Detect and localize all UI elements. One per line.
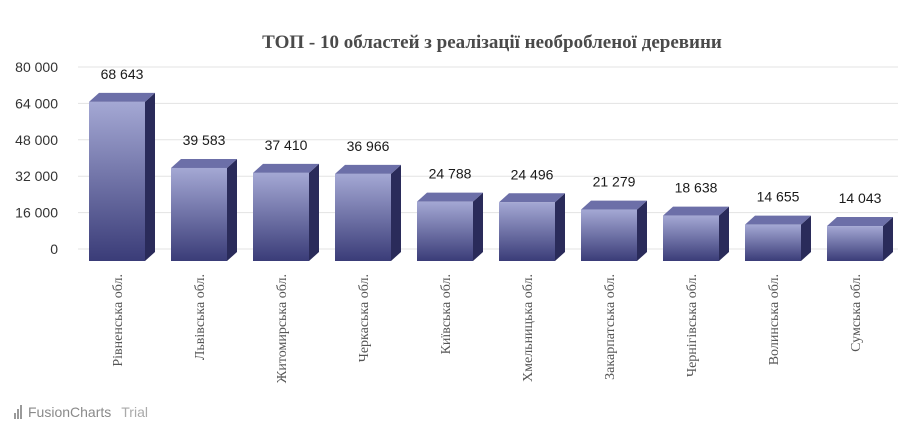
bar-front	[663, 215, 719, 261]
data-label: 14 043	[839, 190, 882, 206]
y-tick-label: 16 000	[15, 205, 58, 221]
bar-side	[227, 158, 237, 261]
data-label: 68 643	[101, 66, 144, 82]
x-tick-label: Черкаська обл.	[357, 274, 372, 362]
x-tick-label: Закарпатська обл.	[603, 274, 618, 380]
data-label: 14 655	[757, 189, 800, 205]
bar-side	[473, 192, 483, 261]
x-tick-label: Чернігівська обл.	[685, 274, 700, 377]
bar	[417, 192, 483, 261]
bar	[827, 217, 893, 261]
chart-title: ТОП - 10 областей з реалізації необробле…	[262, 32, 722, 53]
data-label: 18 638	[675, 180, 718, 196]
x-tick-label: Сумська обл.	[849, 274, 864, 352]
bar-top	[89, 92, 155, 102]
y-tick-label: 32 000	[15, 168, 58, 184]
bar-front	[745, 224, 801, 261]
x-tick-label: Хмельницька обл.	[521, 274, 536, 382]
bar-side	[719, 206, 729, 261]
bar-side	[145, 92, 155, 261]
x-tick-label: Львівська обл.	[193, 274, 208, 360]
bar-front	[253, 172, 309, 261]
bar	[745, 215, 811, 261]
fusioncharts-logo-icon	[14, 405, 22, 419]
bar-top	[253, 163, 319, 173]
data-label: 36 966	[347, 138, 390, 154]
bar-front	[171, 167, 227, 261]
x-tick-label: Київська обл.	[439, 274, 454, 354]
y-tick-label: 64 000	[15, 95, 58, 111]
bar-top	[417, 192, 483, 202]
bar	[335, 164, 401, 261]
bar-side	[637, 200, 647, 261]
bar-chart: ТОП - 10 областей з реалізації необробле…	[15, 32, 898, 383]
bar	[253, 163, 319, 261]
data-label: 21 279	[593, 174, 636, 190]
bar-top	[499, 193, 565, 203]
data-label: 24 788	[429, 166, 472, 182]
data-labels: 68 643 39 583 37 410 36 966 24 788 24 496 21 2…	[101, 66, 882, 206]
bar-top	[663, 206, 729, 216]
bar-top	[171, 158, 237, 168]
y-tick-label: 0	[50, 241, 58, 257]
bar	[171, 158, 237, 261]
bar-side	[309, 163, 319, 261]
bar	[89, 92, 155, 261]
bar-front	[499, 202, 555, 261]
y-tick-label: 80 000	[15, 59, 58, 75]
x-tick-label: Житомирська обл.	[275, 274, 290, 383]
bar	[581, 200, 647, 261]
bar-front	[335, 173, 391, 261]
data-label: 37 410	[265, 137, 308, 153]
fusioncharts-watermark: FusionCharts Trial	[14, 404, 148, 420]
bar-top	[581, 200, 647, 210]
bar-side	[555, 193, 565, 261]
bar-top	[827, 217, 893, 227]
bar-front	[89, 101, 145, 261]
bar-front	[581, 209, 637, 261]
bar-side	[883, 217, 893, 261]
bar-top	[335, 164, 401, 174]
bar-front	[417, 201, 473, 261]
bar-side	[391, 164, 401, 261]
bar-side	[801, 215, 811, 261]
x-axis-labels: Рівненська обл. Львівська обл. Житомирська…	[111, 274, 864, 383]
x-tick-label: Волинська обл.	[767, 274, 782, 365]
data-label: 39 583	[183, 132, 226, 148]
y-axis-ticks: 0 16 000 32 000 48 000 64 000 80 000	[15, 59, 58, 257]
bar-front	[827, 226, 883, 261]
bars	[89, 92, 893, 261]
bar	[499, 193, 565, 261]
data-label: 24 496	[511, 166, 554, 182]
bar-top	[745, 215, 811, 225]
bar	[663, 206, 729, 261]
x-tick-label: Рівненська обл.	[111, 274, 126, 367]
y-tick-label: 48 000	[15, 132, 58, 148]
watermark-trial: Trial	[121, 404, 148, 420]
watermark-brand: FusionCharts	[28, 404, 112, 420]
